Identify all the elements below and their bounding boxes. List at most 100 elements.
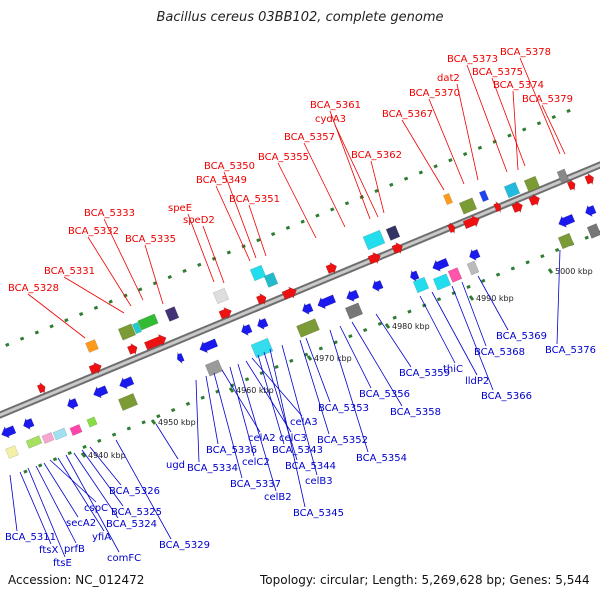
forward-gene-label: BCA_5361 [310,100,361,111]
reverse-tick-rail [141,420,146,425]
reverse-gene-arrow [257,317,269,331]
reverse-gene-label: ugd [166,460,185,471]
reverse-gene-label: BCA_5376 [545,345,596,356]
forward-tick-rail [477,145,483,150]
reverse-tick-rail [97,438,102,443]
forward-gene-label: BCA_5374 [493,80,544,91]
leader-line [461,281,487,347]
forward-tick-rail [566,108,571,114]
forward-gene-arrow [143,334,167,351]
gene-box [204,359,224,377]
gene-box [137,313,159,331]
forward-gene-label: BCA_5362 [351,150,402,161]
leader-line [9,474,18,532]
gene-box [344,302,364,320]
reverse-tick-rail [466,284,471,290]
forward-tick-rail [34,330,40,335]
reverse-tick-rail [170,407,176,413]
scale-label: 4940 kbp [88,451,126,460]
reverse-tick-rail [540,254,545,259]
gene-box [556,168,570,184]
leader-line [87,236,132,307]
gene-box [52,427,68,441]
forward-tick-rail [522,127,527,132]
reverse-gene-arrow [241,323,253,337]
forward-tick-rail [49,324,54,329]
leader-line [221,369,261,433]
forward-tick-rail [64,318,69,323]
reverse-tick-rail [52,457,58,462]
reverse-gene-label: BCA_5334 [187,463,238,474]
gene-box [117,323,137,341]
forward-gene-label: BCA_5370 [409,88,460,99]
forward-tick-rail [433,164,438,169]
forward-gene-label: BCA_5328 [8,283,59,294]
leader-line [187,213,215,283]
leader-line [556,249,561,345]
forward-gene-arrow [255,292,267,306]
gene-box [263,272,279,288]
reverse-gene-label: comFC [107,553,141,564]
forward-tick-rail [19,336,25,341]
leader-line [305,337,331,403]
reverse-gene-arrow [23,417,35,431]
forward-gene-arrow [88,362,102,375]
leader-line [370,160,385,214]
reverse-tick-rail [348,334,353,339]
forward-gene-label: cydA3 [315,114,346,125]
reverse-tick-rail [554,247,560,253]
reverse-gene-arrow [432,257,450,272]
reverse-tick-rail [185,401,191,406]
reverse-tick-rail [333,340,338,345]
reverse-gene-arrow [302,302,314,316]
gene-box [212,287,230,305]
reverse-gene-arrow [558,213,576,228]
gene-box [557,232,575,250]
forward-gene-label: BCA_5375 [472,67,523,78]
leader-line [263,351,298,461]
reverse-gene-arrow [119,376,135,390]
leader-line [215,185,251,262]
forward-gene-label: BCA_5333 [84,208,135,219]
forward-tick-rail [226,250,232,255]
reverse-tick-rail [318,346,324,351]
scale-tick [468,295,475,301]
leader-line [431,291,478,376]
reverse-tick-rail [200,395,205,400]
forward-tick-rail [5,342,10,347]
forward-tick-rail [374,188,379,194]
leader-line [428,98,465,185]
reverse-tick-rail [584,235,589,240]
forward-tick-rail [551,115,556,120]
leader-line [419,295,456,364]
leader-line [229,366,255,457]
reverse-tick-rail [274,364,279,370]
reverse-tick-rail [422,303,427,308]
reverse-tick-rail [362,327,368,333]
reverse-tick-rail [156,414,161,419]
gene-box [432,273,452,291]
reverse-gene-arrow [199,338,219,354]
leader-line [35,465,77,544]
leader-line [303,142,346,228]
gene-box [117,393,139,411]
forward-tick-rail [152,281,158,286]
leader-line [89,446,122,486]
reverse-gene-label: celC2 [242,457,270,468]
gene-box [586,223,600,239]
gene-box [25,435,43,449]
reverse-tick-rail [82,444,87,450]
forward-gene-arrow [325,261,337,275]
leader-line [248,204,267,257]
gene-box [131,321,143,335]
leader-line [205,375,219,445]
leader-line [144,244,164,305]
leader-line [43,462,79,518]
reverse-gene-label: BCA_5354 [356,453,407,464]
leader-line [401,119,445,191]
forward-tick-rail [93,305,99,310]
reverse-tick-rail [111,432,117,437]
reverse-tick-rail [510,266,516,271]
scale-tick [150,419,157,425]
leader-line [237,363,277,492]
